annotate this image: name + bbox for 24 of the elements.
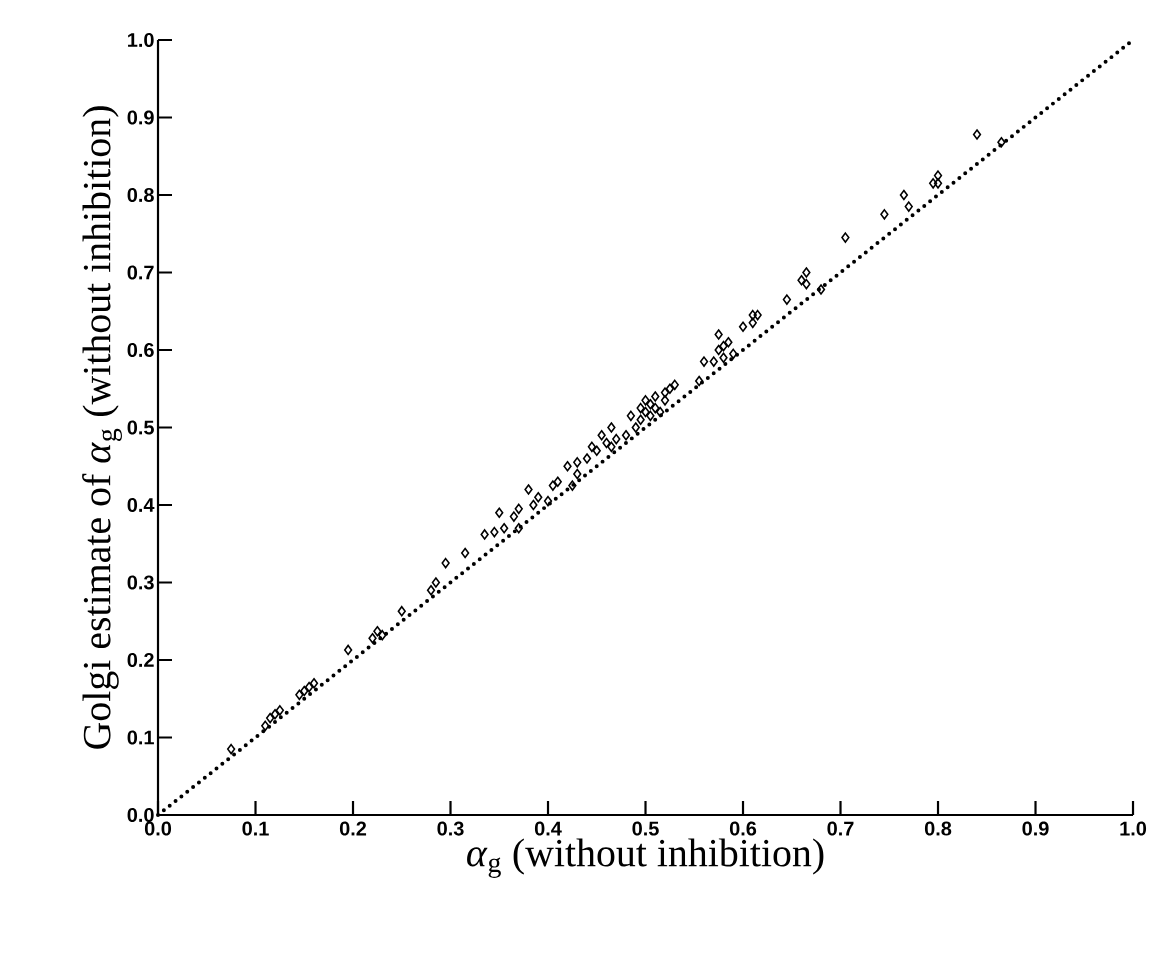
x-tick-label: 0.2 <box>339 821 367 836</box>
x-tick-label: 0.3 <box>437 821 464 836</box>
y-tick-label: 0.9 <box>127 110 154 125</box>
x-tick-label: 0.0 <box>144 821 172 836</box>
y-axis-title: Golgi estimate of α$_{g}$ (without inhibition) <box>82 106 122 749</box>
y-tick-label: 0.6 <box>127 342 154 358</box>
y-tick-label: 0.8 <box>127 187 154 203</box>
y-tick-label: 0.7 <box>127 265 154 280</box>
y-tick-label: 0.2 <box>127 652 154 668</box>
y-tick-label: 0.4 <box>127 497 155 513</box>
x-tick-label: 0.6 <box>729 821 757 836</box>
x-tick-label: 0.7 <box>827 821 854 836</box>
y-tick-label: 0.3 <box>127 575 154 590</box>
x-tick-label: 0.1 <box>242 821 269 836</box>
x-tick-label: 0.9 <box>1022 821 1049 836</box>
x-tick-label: 0.8 <box>924 821 952 836</box>
x-axis-title: α$_{g}$ (without inhibition) <box>467 838 824 878</box>
x-tick-label: 0.4 <box>534 821 562 836</box>
x-tick-label: 1.0 <box>1120 821 1147 836</box>
y-tick-label: 0.5 <box>127 420 154 435</box>
y-tick-label: 0.0 <box>127 807 154 823</box>
x-tick-label: 0.5 <box>632 821 659 836</box>
y-tick-label: 1.0 <box>128 32 154 48</box>
y-tick-label: 0.1 <box>127 730 154 745</box>
